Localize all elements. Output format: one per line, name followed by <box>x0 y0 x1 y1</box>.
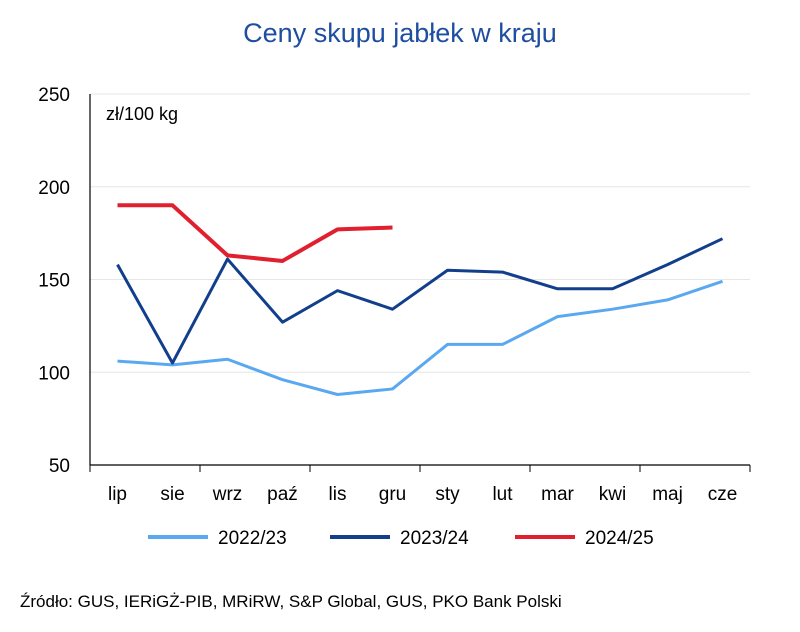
y-tick-label: 150 <box>38 271 70 292</box>
y-tick-label: 50 <box>49 456 70 477</box>
x-tick-label: sie <box>160 484 184 505</box>
x-tick-label: sty <box>435 484 460 505</box>
series-line-2023-24 <box>116 237 724 365</box>
legend-label: 2022/23 <box>218 528 287 549</box>
series-line-2024-25 <box>117 203 393 263</box>
legend-label: 2023/24 <box>400 528 469 549</box>
y-tick-label: 250 <box>38 85 70 106</box>
x-tick-label: lip <box>108 484 127 505</box>
x-tick-label: lut <box>492 484 513 505</box>
legend-label: 2024/25 <box>585 528 654 549</box>
y-axis-unit-label: zł/100 kg <box>106 104 178 124</box>
y-tick-label: 100 <box>38 363 70 384</box>
x-tick-label: kwi <box>599 484 626 505</box>
x-tick-label: maj <box>652 484 683 505</box>
x-tick-label: paź <box>267 484 298 505</box>
x-tick-label: lis <box>329 484 347 505</box>
y-tick-label: 200 <box>38 178 70 199</box>
x-tick-label: cze <box>708 484 738 505</box>
x-tick-label: gru <box>379 484 406 505</box>
x-tick-label: mar <box>541 484 574 505</box>
chart-title: Ceny skupu jabłek w kraju <box>243 18 557 48</box>
series-line-2022-23 <box>117 279 723 397</box>
x-tick-label: wrz <box>212 484 243 505</box>
source-note: Źródło: GUS, IERiGŻ-PIB, MRiRW, S&P Glob… <box>20 592 562 611</box>
